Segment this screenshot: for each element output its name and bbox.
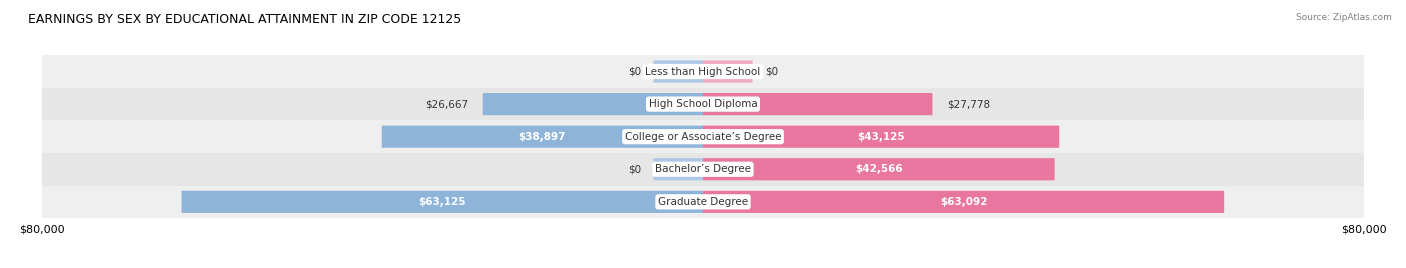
Text: $42,566: $42,566 xyxy=(855,164,903,174)
Text: Bachelor’s Degree: Bachelor’s Degree xyxy=(655,164,751,174)
Bar xyxy=(42,88,1364,120)
Text: $38,897: $38,897 xyxy=(519,132,567,142)
FancyBboxPatch shape xyxy=(703,61,752,83)
FancyBboxPatch shape xyxy=(482,93,703,115)
FancyBboxPatch shape xyxy=(703,191,1225,213)
Text: $43,125: $43,125 xyxy=(858,132,905,142)
Text: $0: $0 xyxy=(765,66,778,77)
Text: $26,667: $26,667 xyxy=(425,99,468,109)
Text: $27,778: $27,778 xyxy=(948,99,990,109)
FancyBboxPatch shape xyxy=(703,158,1054,180)
FancyBboxPatch shape xyxy=(381,126,703,148)
FancyBboxPatch shape xyxy=(654,61,703,83)
Text: College or Associate’s Degree: College or Associate’s Degree xyxy=(624,132,782,142)
Bar xyxy=(42,55,1364,88)
Text: $63,092: $63,092 xyxy=(939,197,987,207)
Text: Source: ZipAtlas.com: Source: ZipAtlas.com xyxy=(1296,13,1392,23)
Text: EARNINGS BY SEX BY EDUCATIONAL ATTAINMENT IN ZIP CODE 12125: EARNINGS BY SEX BY EDUCATIONAL ATTAINMEN… xyxy=(28,13,461,27)
Text: $0: $0 xyxy=(628,66,641,77)
Text: $63,125: $63,125 xyxy=(419,197,465,207)
Text: Less than High School: Less than High School xyxy=(645,66,761,77)
FancyBboxPatch shape xyxy=(654,158,703,180)
FancyBboxPatch shape xyxy=(703,126,1059,148)
FancyBboxPatch shape xyxy=(181,191,703,213)
Bar xyxy=(42,120,1364,153)
FancyBboxPatch shape xyxy=(703,93,932,115)
Text: High School Diploma: High School Diploma xyxy=(648,99,758,109)
Bar xyxy=(42,153,1364,185)
Text: $0: $0 xyxy=(628,164,641,174)
Bar xyxy=(42,185,1364,218)
Text: Graduate Degree: Graduate Degree xyxy=(658,197,748,207)
